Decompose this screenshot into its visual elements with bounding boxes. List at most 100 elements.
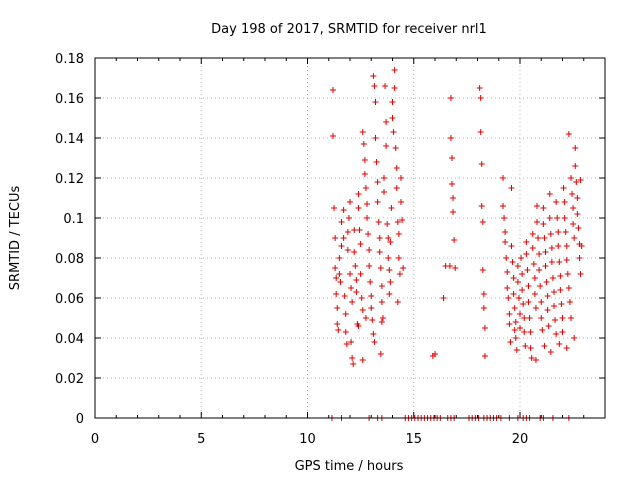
data-point: [342, 329, 349, 335]
data-point: [383, 119, 390, 125]
data-point: [343, 341, 350, 347]
data-point: [378, 319, 385, 325]
data-point: [396, 271, 403, 277]
data-point: [359, 129, 366, 135]
data-point: [554, 215, 561, 221]
data-point: [348, 285, 355, 291]
data-point: [501, 215, 508, 221]
y-tick-label: 0.08: [55, 252, 84, 267]
data-point: [545, 323, 552, 329]
data-point: [563, 345, 570, 351]
data-point: [551, 289, 557, 295]
data-point: [552, 317, 559, 323]
data-point: [344, 247, 351, 253]
data-point: [513, 347, 520, 353]
data-point: [385, 255, 392, 261]
data-point: [561, 199, 568, 205]
x-tick-label: 0: [91, 432, 99, 447]
data-point: [386, 267, 393, 273]
data-point: [553, 331, 560, 337]
data-point: [517, 325, 523, 331]
data-point: [577, 271, 584, 277]
data-point: [502, 239, 509, 245]
data-point: [526, 315, 533, 321]
data-point: [338, 219, 345, 225]
data-point: [375, 219, 382, 225]
data-point: [528, 355, 535, 361]
data-point: [568, 315, 574, 321]
data-point: [520, 301, 527, 307]
data-point: [451, 237, 458, 243]
data-point: [574, 211, 581, 217]
data-point: [577, 177, 584, 183]
data-point: [568, 175, 574, 181]
y-axis-label: SRMTID / TECUs: [8, 186, 23, 291]
y-tick-label: 0.1: [63, 212, 84, 227]
data-point: [571, 335, 578, 341]
y-tick-label: 0.14: [55, 132, 84, 147]
data-point: [336, 271, 343, 277]
x-axis-label: GPS time / hours: [295, 459, 404, 474]
data-point: [450, 195, 457, 201]
data-point: [353, 289, 360, 295]
data-point: [546, 191, 553, 197]
data-point: [534, 203, 540, 209]
data-point: [519, 287, 526, 293]
data-point: [541, 343, 548, 349]
data-point: [517, 311, 523, 317]
x-tick-label: 10: [299, 432, 316, 447]
data-point: [333, 291, 340, 297]
data-point: [514, 263, 521, 269]
data-point: [347, 199, 353, 205]
y-tick-label: 0.02: [55, 372, 84, 387]
data-point: [570, 221, 577, 227]
data-point: [534, 219, 540, 225]
data-point: [500, 175, 506, 181]
data-point: [332, 265, 339, 271]
data-point: [447, 95, 454, 101]
data-point: [508, 243, 515, 249]
data-point: [535, 235, 542, 241]
data-point: [373, 159, 380, 165]
data-point: [364, 215, 370, 221]
data-point: [345, 215, 352, 221]
data-point: [576, 255, 583, 261]
data-point: [500, 203, 506, 209]
data-point: [378, 299, 385, 305]
data-point: [330, 133, 336, 139]
data-point: [381, 189, 387, 195]
data-point: [540, 221, 547, 227]
data-point: [366, 247, 373, 253]
data-point: [393, 185, 400, 191]
data-point: [340, 235, 347, 241]
data-point: [538, 315, 545, 321]
data-point: [357, 271, 364, 277]
data-point: [529, 245, 536, 251]
y-tick-label: 0.04: [55, 332, 84, 347]
data-point: [532, 357, 539, 363]
x-tick-label: 5: [197, 432, 205, 447]
data-point: [358, 295, 365, 301]
data-point: [477, 95, 484, 101]
data-point: [506, 321, 513, 327]
data-point: [478, 161, 485, 167]
data-point: [569, 191, 576, 197]
data-point: [368, 293, 375, 299]
data-point: [553, 199, 560, 205]
data-point: [560, 185, 567, 191]
data-point: [395, 231, 402, 237]
data-point: [512, 319, 519, 325]
data-point: [565, 285, 572, 291]
data-point: [573, 179, 580, 185]
data-point: [353, 277, 360, 283]
data-point: [527, 329, 534, 335]
data-point: [557, 273, 564, 279]
data-point: [563, 243, 570, 249]
data-point: [479, 219, 486, 225]
y-tick-label: 0.12: [55, 172, 84, 187]
data-point: [372, 99, 379, 105]
data-point: [544, 293, 551, 299]
data-point: [338, 243, 345, 249]
